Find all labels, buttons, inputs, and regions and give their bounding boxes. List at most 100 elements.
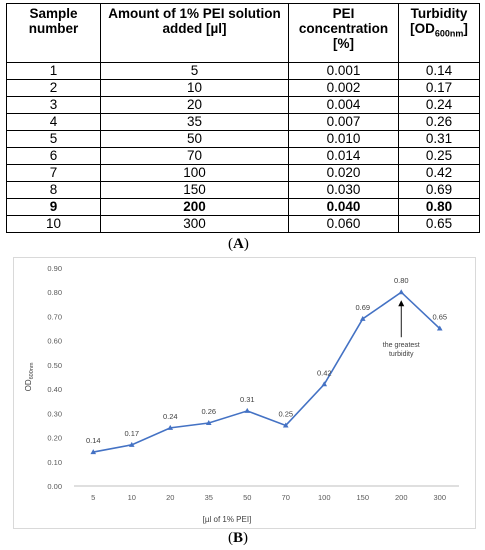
table-row: 5 50 0.010 0.31 xyxy=(6,130,480,148)
cell-sample-number: 5 xyxy=(6,130,101,148)
data-label: 0.25 xyxy=(278,409,293,418)
cell-turbidity: 0.24 xyxy=(398,96,480,114)
x-tick-label: 100 xyxy=(318,493,331,502)
header-turbidity-bracket: ] xyxy=(463,21,468,36)
x-tick-label: 35 xyxy=(205,493,213,502)
cell-concentration: 0.020 xyxy=(288,164,399,182)
cell-sample-number: 7 xyxy=(6,164,101,182)
data-label: 0.65 xyxy=(432,313,447,322)
table-row: 1 5 0.001 0.14 xyxy=(6,62,480,80)
data-label: 0.26 xyxy=(201,407,216,416)
data-point xyxy=(90,449,97,455)
data-point xyxy=(321,381,328,387)
y-tick-label: 0.30 xyxy=(47,409,62,418)
y-tick-label: 0.90 xyxy=(47,264,62,273)
data-point xyxy=(359,315,366,321)
cell-concentration: 0.004 xyxy=(288,96,399,114)
cell-turbidity: 0.42 xyxy=(398,164,480,182)
cell-amount: 35 xyxy=(100,113,289,131)
table-row: 2 10 0.002 0.17 xyxy=(6,79,480,97)
cell-turbidity: 0.26 xyxy=(398,113,480,131)
y-tick-label: 0.40 xyxy=(47,385,62,394)
y-axis-label: OD600nm xyxy=(24,362,35,391)
cell-concentration: 0.060 xyxy=(288,215,399,233)
cell-sample-number: 10 xyxy=(6,215,101,233)
y-axis-label-subscript: 600nm xyxy=(29,362,35,379)
y-tick-label: 0.80 xyxy=(47,288,62,297)
data-point xyxy=(436,325,443,331)
data-table: Sample number Amount of 1% PEI solution … xyxy=(6,3,480,233)
header-turbidity: Turbidity [OD600nm] xyxy=(398,3,480,63)
cell-amount: 20 xyxy=(100,96,289,114)
header-concentration: PEI concentration [%] xyxy=(288,3,399,63)
data-label: 0.14 xyxy=(86,436,101,445)
data-point xyxy=(244,407,251,413)
x-tick-label: 5 xyxy=(91,493,95,502)
series-line xyxy=(93,291,441,453)
table-row: 10 300 0.060 0.65 xyxy=(6,215,480,233)
data-label: 0.24 xyxy=(163,412,178,421)
y-tick-label: 0.50 xyxy=(47,361,62,370)
y-tick-label: 0.70 xyxy=(47,312,62,321)
x-tick-label: 20 xyxy=(166,493,174,502)
cell-concentration: 0.030 xyxy=(288,181,399,199)
cell-turbidity: 0.65 xyxy=(398,215,480,233)
line-chart: 0.00 0.10 0.20 0.30 0.40 0.50 0.60 0.70 0.80 0.90… xyxy=(24,264,459,524)
data-point xyxy=(398,289,405,295)
header-turbidity-subscript: 600nm xyxy=(434,28,464,39)
x-tick-label: 50 xyxy=(243,493,251,502)
data-point xyxy=(167,424,174,430)
y-tick-label: 0.20 xyxy=(47,434,62,443)
data-point xyxy=(282,422,289,428)
data-point xyxy=(128,441,135,447)
data-label: 0.42 xyxy=(317,368,332,377)
cell-amount: 50 xyxy=(100,130,289,148)
header-amount: Amount of 1% PEI solution added [µl] xyxy=(100,3,289,63)
table-row: 7 100 0.020 0.42 xyxy=(6,164,480,182)
panel-label-a: (A) xyxy=(228,236,249,252)
cell-turbidity: 0.14 xyxy=(398,62,480,80)
annotation-text-line2: turbidity xyxy=(389,351,414,358)
annotation-arrow-head xyxy=(398,300,405,307)
x-axis-label: [µl of 1% PEI] xyxy=(203,515,252,524)
y-tick-label: 0.10 xyxy=(47,458,62,467)
x-tick-label: 200 xyxy=(395,493,408,502)
x-tick-label: 300 xyxy=(433,493,446,502)
cell-concentration: 0.010 xyxy=(288,130,399,148)
cell-amount: 150 xyxy=(100,181,289,199)
cell-sample-number: 4 xyxy=(6,113,101,131)
cell-turbidity: 0.25 xyxy=(398,147,480,165)
data-point xyxy=(205,420,212,426)
data-label: 0.69 xyxy=(355,303,370,312)
y-tick-label: 0.60 xyxy=(47,337,62,346)
cell-turbidity: 0.80 xyxy=(398,198,480,216)
cell-amount: 10 xyxy=(100,79,289,97)
table-row: 8 150 0.030 0.69 xyxy=(6,181,480,199)
cell-sample-number: 9 xyxy=(6,198,101,216)
header-turbidity-text: Turbidity [OD xyxy=(410,6,468,36)
cell-concentration: 0.002 xyxy=(288,79,399,97)
cell-concentration: 0.014 xyxy=(288,147,399,165)
cell-concentration: 0.040 xyxy=(288,198,399,216)
table-row: 3 20 0.004 0.24 xyxy=(6,96,480,114)
cell-sample-number: 1 xyxy=(6,62,101,80)
table-row: 9 200 0.040 0.80 xyxy=(6,198,480,216)
cell-sample-number: 6 xyxy=(6,147,101,165)
cell-turbidity: 0.69 xyxy=(398,181,480,199)
cell-concentration: 0.001 xyxy=(288,62,399,80)
cell-concentration: 0.007 xyxy=(288,113,399,131)
cell-amount: 100 xyxy=(100,164,289,182)
cell-sample-number: 2 xyxy=(6,79,101,97)
x-tick-label: 70 xyxy=(282,493,290,502)
x-tick-label: 10 xyxy=(128,493,136,502)
data-label: 0.31 xyxy=(240,395,255,404)
cell-amount: 5 xyxy=(100,62,289,80)
y-tick-label: 0.00 xyxy=(47,482,62,491)
table-header-row: Sample number Amount of 1% PEI solution … xyxy=(6,3,480,63)
cell-turbidity: 0.17 xyxy=(398,79,480,97)
cell-amount: 70 xyxy=(100,147,289,165)
x-tick-label: 150 xyxy=(356,493,369,502)
annotation-text-line1: the greatest xyxy=(383,342,420,349)
header-sample-number: Sample number xyxy=(6,3,101,63)
chart-frame: 0.00 0.10 0.20 0.30 0.40 0.50 0.60 0.70 0.80 0.90… xyxy=(13,257,476,529)
